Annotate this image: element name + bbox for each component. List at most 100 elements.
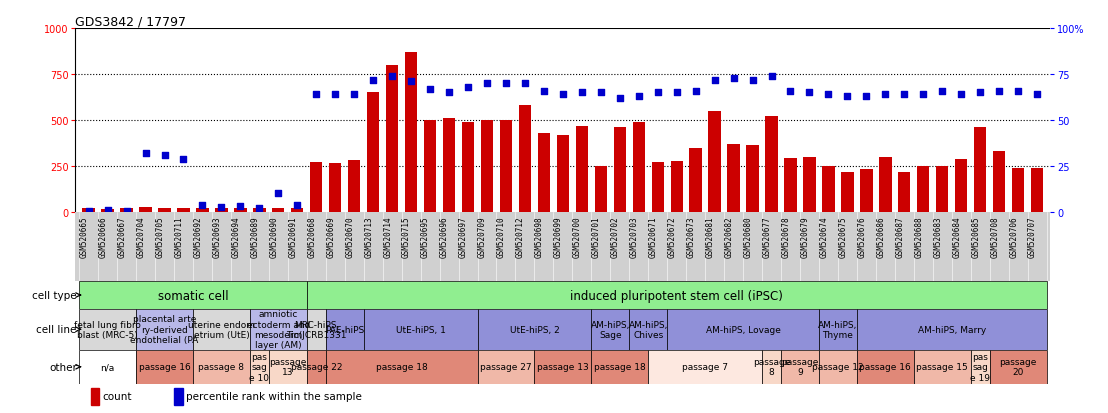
Text: GSM520712: GSM520712 — [516, 216, 525, 258]
Text: pas
sag
e 19: pas sag e 19 — [971, 352, 991, 382]
Bar — [728, 145, 740, 213]
Text: GSM520693: GSM520693 — [213, 216, 222, 258]
Text: passage 16: passage 16 — [138, 362, 191, 371]
Point — [801, 90, 819, 97]
Text: n/a: n/a — [101, 362, 115, 371]
Point — [516, 81, 534, 87]
Text: GSM520700: GSM520700 — [573, 216, 582, 258]
Point — [611, 95, 628, 102]
Text: AM-hiPS,
Chives: AM-hiPS, Chives — [628, 320, 668, 339]
Bar — [250, 309, 307, 350]
Text: fetal lung fibro
blast (MRC-5): fetal lung fibro blast (MRC-5) — [74, 320, 141, 339]
Bar — [633, 123, 645, 213]
Text: GSM520695: GSM520695 — [421, 216, 430, 258]
Text: GSM520665: GSM520665 — [80, 216, 89, 258]
Bar — [993, 152, 1005, 213]
Text: GSM520682: GSM520682 — [725, 216, 733, 258]
Bar — [1030, 169, 1044, 213]
Point — [972, 90, 989, 97]
Text: placental arte
ry-derived
endothelial (PA: placental arte ry-derived endothelial (P… — [131, 315, 198, 344]
Bar — [781, 350, 819, 384]
Text: passage 18: passage 18 — [594, 362, 646, 371]
Bar — [404, 53, 418, 213]
Point — [136, 151, 154, 157]
Text: GSM520708: GSM520708 — [991, 216, 999, 258]
Point — [250, 206, 268, 212]
Bar — [136, 309, 193, 350]
Point — [440, 90, 458, 97]
Text: passage 22: passage 22 — [290, 362, 342, 371]
Point — [175, 156, 193, 163]
Text: GDS3842 / 17797: GDS3842 / 17797 — [75, 16, 186, 29]
Text: GSM520673: GSM520673 — [687, 216, 696, 258]
Text: GSM520701: GSM520701 — [592, 216, 601, 258]
Bar — [592, 309, 629, 350]
Bar — [273, 209, 285, 213]
Bar — [819, 309, 856, 350]
Text: GSM520713: GSM520713 — [365, 216, 373, 258]
Point — [402, 79, 420, 85]
Point — [497, 81, 515, 87]
Bar — [158, 209, 171, 213]
Bar — [667, 309, 819, 350]
Text: GSM520690: GSM520690 — [269, 216, 278, 258]
Bar — [367, 93, 379, 213]
Point — [876, 92, 894, 98]
Text: passage 15: passage 15 — [916, 362, 968, 371]
Point — [706, 77, 724, 84]
Bar — [329, 164, 341, 213]
Point — [1009, 88, 1027, 95]
Point — [155, 152, 173, 159]
Text: GSM520672: GSM520672 — [668, 216, 677, 258]
Point — [573, 90, 591, 97]
Text: GSM520703: GSM520703 — [629, 216, 638, 258]
Point — [781, 88, 799, 95]
Text: passage 27: passage 27 — [480, 362, 532, 371]
Point — [914, 92, 932, 98]
Point — [820, 92, 838, 98]
Point — [687, 88, 705, 95]
Text: GSM520678: GSM520678 — [781, 216, 790, 258]
Bar — [971, 350, 989, 384]
Text: amniotic
ectoderm and
mesoderm
layer (AM): amniotic ectoderm and mesoderm layer (AM… — [247, 309, 310, 349]
Bar — [670, 161, 683, 213]
Text: GSM520685: GSM520685 — [972, 216, 981, 258]
Point — [668, 90, 686, 97]
Text: AM-hiPS,
Thyme: AM-hiPS, Thyme — [818, 320, 858, 339]
Text: AM-hiPS,
Sage: AM-hiPS, Sage — [591, 320, 630, 339]
Bar — [519, 106, 531, 213]
Bar — [177, 209, 189, 213]
Bar — [443, 119, 455, 213]
Text: GSM520698: GSM520698 — [535, 216, 544, 258]
Point — [459, 84, 476, 91]
Point — [213, 204, 230, 211]
Point — [194, 202, 212, 209]
Text: GSM520714: GSM520714 — [383, 216, 392, 258]
Text: passage 8: passage 8 — [198, 362, 245, 371]
Text: uterine endom
etrium (UtE): uterine endom etrium (UtE) — [188, 320, 255, 339]
Text: GSM520715: GSM520715 — [402, 216, 411, 258]
Text: UtE-hiPS, 2: UtE-hiPS, 2 — [510, 325, 560, 334]
Point — [991, 88, 1008, 95]
Bar — [326, 350, 478, 384]
Point — [725, 75, 742, 82]
Bar — [592, 350, 648, 384]
Text: GSM520687: GSM520687 — [895, 216, 904, 258]
Point — [743, 77, 761, 84]
Bar — [860, 169, 872, 213]
Point — [629, 94, 647, 100]
Bar — [174, 388, 183, 405]
Bar — [478, 350, 534, 384]
Text: GSM520680: GSM520680 — [743, 216, 752, 258]
Text: GSM520689: GSM520689 — [250, 216, 259, 258]
Bar — [307, 309, 326, 350]
Text: passage
9: passage 9 — [781, 357, 819, 377]
Bar — [121, 209, 133, 213]
Text: GSM520702: GSM520702 — [611, 216, 619, 258]
Point — [479, 81, 496, 87]
Text: cell line: cell line — [37, 325, 76, 335]
Bar — [136, 350, 193, 384]
Bar — [841, 172, 853, 213]
Point — [99, 207, 116, 214]
Bar — [254, 209, 266, 213]
